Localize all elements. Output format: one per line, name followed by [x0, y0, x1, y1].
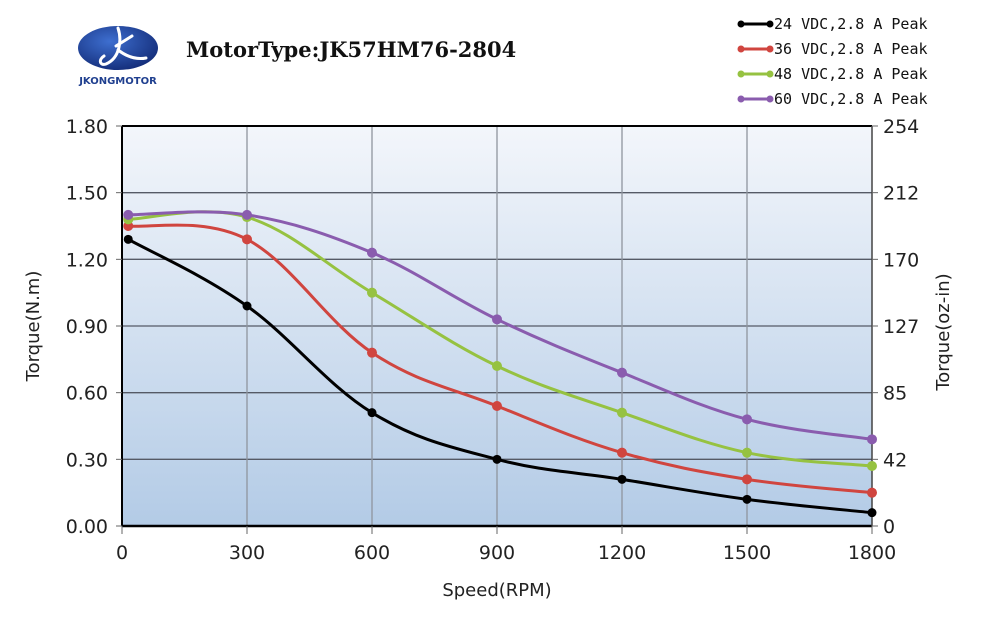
- data-point: [867, 461, 877, 471]
- legend: 24 VDC,2.8 A Peak 36 VDC,2.8 A Peak 48 VDC…: [737, 15, 928, 108]
- data-point: [492, 401, 502, 411]
- y-tick-label: 1.20: [66, 249, 108, 271]
- legend-item: 48 VDC,2.8 A Peak: [737, 65, 928, 83]
- x-tick-label: 600: [354, 542, 390, 564]
- y-tick-label: 0.00: [66, 516, 108, 538]
- legend-swatch-dot: [766, 20, 774, 28]
- data-point: [123, 209, 134, 220]
- y2-tick-label: 42: [883, 449, 907, 471]
- grid-lines: [122, 126, 872, 526]
- data-point: [742, 414, 752, 425]
- data-point: [867, 508, 877, 518]
- y-tick-label: 0.60: [66, 383, 108, 405]
- legend-swatch-dot: [766, 45, 774, 53]
- data-point: [492, 361, 502, 371]
- y2-axis-label: Torque(oz-in): [933, 273, 954, 391]
- legend-swatch-dot: [766, 70, 774, 78]
- legend-label: 60 VDC,2.8 A Peak: [774, 90, 928, 108]
- x-tick-label: 1200: [598, 542, 646, 564]
- brand-name: JKONGMOTOR: [78, 76, 157, 87]
- data-point: [492, 314, 502, 325]
- y-tick-label: 0.30: [66, 449, 108, 471]
- series-24v: [123, 234, 877, 518]
- data-point: [367, 247, 377, 258]
- series-group: [123, 209, 877, 518]
- y-axis-label: Torque(N.m): [23, 271, 44, 383]
- axes: [116, 125, 878, 534]
- series-36v: [123, 221, 877, 498]
- y2-tick-label: 85: [883, 383, 907, 405]
- legend-swatch-dot: [737, 95, 745, 103]
- x-tick-label: 0: [116, 542, 128, 564]
- legend-item: 24 VDC,2.8 A Peak: [737, 15, 928, 33]
- y2-tick-label: 0: [883, 516, 895, 538]
- y-tick-label: 1.80: [66, 116, 108, 138]
- legend-swatch-dot: [737, 20, 745, 28]
- data-point: [742, 494, 752, 504]
- legend-swatch-dot: [737, 70, 745, 78]
- data-point: [742, 474, 752, 485]
- tick-labels: 0.00 0 0.30 42 0.60 85 0.90 127 1.20 170 1.50 212 1.…: [66, 116, 920, 564]
- data-point: [242, 301, 252, 311]
- x-tick-label: 300: [229, 542, 265, 564]
- data-point: [242, 209, 252, 220]
- y-tick-label: 0.90: [66, 316, 108, 338]
- data-point: [867, 487, 877, 498]
- legend-label: 36 VDC,2.8 A Peak: [774, 40, 928, 58]
- data-point: [242, 234, 252, 245]
- legend-swatch-dot: [766, 95, 774, 103]
- brand-logo: JKONGMOTOR: [78, 26, 158, 87]
- data-point: [867, 434, 877, 445]
- data-point: [123, 234, 133, 244]
- data-point: [367, 408, 377, 418]
- legend-label: 48 VDC,2.8 A Peak: [774, 65, 928, 83]
- data-point: [617, 474, 627, 484]
- chart-title: MotorType:JK57HM76-2804: [186, 37, 516, 62]
- y2-tick-label: 170: [883, 249, 919, 271]
- y-tick-label: 1.50: [66, 183, 108, 205]
- data-point: [367, 347, 377, 358]
- logo-jk-mark: [98, 26, 148, 66]
- legend-item: 60 VDC,2.8 A Peak: [737, 90, 928, 108]
- legend-item: 36 VDC,2.8 A Peak: [737, 40, 928, 58]
- data-point: [617, 447, 627, 458]
- legend-label: 24 VDC,2.8 A Peak: [774, 15, 928, 33]
- series-60v: [123, 209, 877, 445]
- y2-tick-label: 212: [883, 183, 919, 205]
- data-point: [742, 447, 752, 458]
- data-point: [367, 287, 377, 298]
- y2-tick-label: 254: [883, 116, 919, 138]
- data-point: [492, 454, 502, 464]
- data-point: [617, 367, 627, 378]
- y2-tick-label: 127: [883, 316, 919, 338]
- legend-swatch-dot: [737, 45, 745, 53]
- x-axis-label: Speed(RPM): [442, 580, 551, 601]
- x-tick-label: 1500: [723, 542, 771, 564]
- x-tick-label: 900: [479, 542, 515, 564]
- data-point: [617, 407, 627, 418]
- x-tick-label: 1800: [848, 542, 896, 564]
